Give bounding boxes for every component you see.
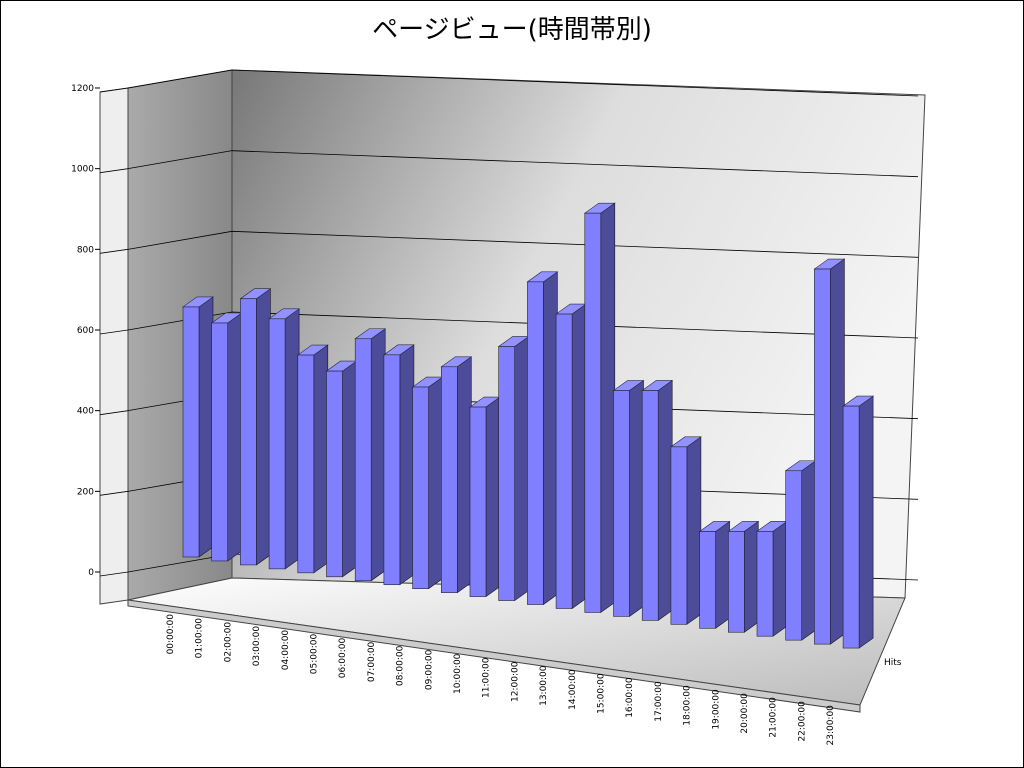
bar bbox=[240, 298, 257, 566]
bar-side bbox=[284, 308, 300, 570]
bar bbox=[440, 366, 458, 593]
bar-side bbox=[514, 335, 530, 602]
bar bbox=[699, 531, 716, 629]
bar bbox=[326, 370, 343, 578]
y-tick-label: 1200 bbox=[71, 84, 94, 94]
y-tick-label: 200 bbox=[77, 487, 94, 497]
bar-side bbox=[772, 520, 788, 637]
bar bbox=[727, 531, 745, 633]
bar bbox=[641, 390, 659, 621]
y-tick-label: 600 bbox=[77, 326, 94, 336]
x-tick-label: 03:00:00 bbox=[252, 626, 262, 667]
bar bbox=[383, 354, 401, 586]
x-tick-label: 02:00:00 bbox=[223, 622, 233, 663]
bar bbox=[842, 405, 860, 649]
x-tick-label: 06:00:00 bbox=[338, 637, 348, 678]
chart-title: ページビュー(時間帯別) bbox=[372, 15, 652, 45]
bar bbox=[555, 313, 573, 609]
bar bbox=[354, 338, 372, 582]
plot: 0 200 400 600 800 1000 1200 00:00:00 01:00:00 02:… bbox=[71, 69, 919, 746]
bar bbox=[211, 322, 228, 562]
bar-side bbox=[342, 360, 357, 578]
bar-side bbox=[657, 379, 673, 621]
bar bbox=[756, 531, 774, 637]
y-tick-label: 800 bbox=[77, 245, 94, 255]
grid-line bbox=[99, 69, 919, 97]
grid-line bbox=[99, 230, 919, 258]
x-tick-label: 17:00:00 bbox=[654, 681, 664, 722]
grid-line bbox=[99, 150, 919, 178]
x-tick-label: 14:00:00 bbox=[568, 669, 578, 710]
bar-side bbox=[456, 356, 472, 594]
y-tick-label: 400 bbox=[77, 407, 94, 417]
x-tick-label: 20:00:00 bbox=[740, 693, 750, 734]
bar bbox=[268, 318, 286, 570]
x-tick-label: 22:00:00 bbox=[797, 701, 807, 742]
series-label: Hits bbox=[884, 658, 902, 668]
bar-side bbox=[801, 460, 817, 641]
x-tick-label: 18:00:00 bbox=[683, 685, 693, 726]
x-tick-label: 19:00:00 bbox=[711, 689, 721, 730]
bar-side bbox=[830, 258, 845, 645]
bar bbox=[412, 386, 429, 589]
bar-side bbox=[227, 312, 242, 562]
x-tick-label: 23:00:00 bbox=[826, 705, 836, 746]
x-tick-label: 05:00:00 bbox=[310, 634, 320, 675]
bar-side bbox=[428, 376, 443, 590]
bar-side bbox=[256, 288, 271, 566]
x-tick-label: 16:00:00 bbox=[625, 677, 635, 718]
bar bbox=[785, 470, 803, 641]
y-tick-label: 0 bbox=[88, 568, 94, 578]
bar-side bbox=[543, 271, 558, 606]
bar-side bbox=[715, 520, 730, 629]
x-tick-label: 07:00:00 bbox=[367, 641, 377, 682]
x-tick-label: 12:00:00 bbox=[510, 661, 520, 702]
bar bbox=[527, 281, 544, 605]
bar-side bbox=[399, 344, 415, 586]
bar bbox=[498, 346, 516, 601]
x-tick-label: 00:00:00 bbox=[166, 614, 176, 655]
bar-side bbox=[743, 520, 759, 633]
bar-side bbox=[629, 379, 644, 617]
bar-side bbox=[686, 436, 702, 625]
bar-side bbox=[485, 396, 501, 598]
x-tick-label: 21:00:00 bbox=[769, 697, 779, 738]
x-tick-label: 01:00:00 bbox=[195, 618, 205, 659]
bar bbox=[182, 306, 200, 558]
x-tick-label: 10:00:00 bbox=[453, 653, 463, 694]
bar-side bbox=[600, 202, 616, 614]
bar-side bbox=[313, 344, 329, 574]
bar bbox=[297, 354, 315, 574]
x-tick-label: 13:00:00 bbox=[539, 665, 549, 706]
x-tick-label: 04:00:00 bbox=[281, 630, 291, 671]
x-tick-label: 15:00:00 bbox=[597, 673, 607, 714]
bar-side bbox=[198, 296, 214, 558]
bar bbox=[613, 390, 630, 617]
bar bbox=[469, 406, 487, 597]
bar-side bbox=[571, 303, 587, 610]
bar-side bbox=[370, 328, 386, 582]
floor-edge bbox=[127, 599, 861, 713]
x-tick-label: 09:00:00 bbox=[424, 649, 434, 690]
y-tick-label: 1000 bbox=[71, 165, 94, 175]
axis-wall bbox=[99, 87, 129, 605]
bar bbox=[670, 446, 688, 625]
bar bbox=[584, 212, 602, 613]
bar bbox=[814, 268, 831, 645]
bar-side bbox=[858, 395, 874, 649]
x-tick-label: 11:00:00 bbox=[482, 657, 492, 698]
x-tick-label: 08:00:00 bbox=[396, 645, 406, 686]
